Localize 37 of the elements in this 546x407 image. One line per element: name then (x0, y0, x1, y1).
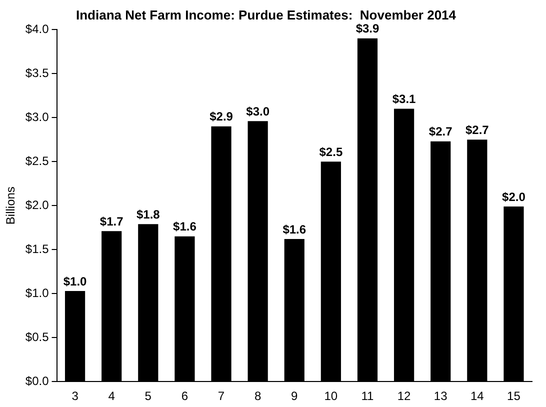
x-tick-label: 8 (254, 389, 262, 404)
y-tick-label: $3.0 (25, 110, 50, 124)
chart-title: Indiana Net Farm Income: Purdue Estimates: November 2014 (76, 7, 457, 22)
y-tick-label: $1.5 (25, 242, 50, 256)
x-tick-label: 7 (218, 389, 225, 404)
y-tick-label: $0.5 (25, 330, 50, 344)
data-label: $1.0 (63, 274, 88, 288)
x-tick-label: 4 (108, 389, 116, 404)
y-tick-label: $2.5 (25, 154, 50, 168)
x-tick-label: 5 (144, 389, 152, 404)
x-tick-label: 9 (291, 389, 298, 404)
data-label: $3.9 (356, 22, 380, 36)
data-label: $1.6 (173, 220, 197, 234)
y-tick-label: $4.0 (25, 22, 50, 36)
y-axis-title: Billions (4, 186, 18, 225)
x-tick-label: 10 (324, 389, 338, 404)
x-tick-label: 12 (397, 389, 412, 404)
data-label: $1.7 (100, 214, 124, 228)
data-label: $2.7 (465, 122, 490, 137)
data-label: $3.0 (246, 104, 270, 118)
data-label: $1.8 (136, 207, 160, 222)
data-label: $2.5 (319, 144, 343, 159)
x-tick-label: 14 (470, 389, 484, 404)
y-tick-label: $0.0 (25, 374, 50, 388)
data-label: $3.1 (392, 92, 416, 106)
y-tick-label: $1.0 (25, 286, 50, 300)
x-tick-label: 6 (181, 389, 188, 404)
data-label: $1.6 (282, 222, 306, 236)
data-label: $2.9 (210, 110, 234, 124)
x-tick-label: 15 (507, 389, 521, 404)
x-tick-label: 13 (434, 389, 448, 404)
x-tick-label: 11 (361, 389, 374, 404)
y-tick-label: $2.0 (25, 198, 50, 212)
data-label: $2.7 (428, 124, 453, 139)
x-tick-label: 3 (72, 389, 79, 404)
y-tick-label: $3.5 (25, 66, 50, 80)
data-label: $2.0 (502, 190, 526, 204)
